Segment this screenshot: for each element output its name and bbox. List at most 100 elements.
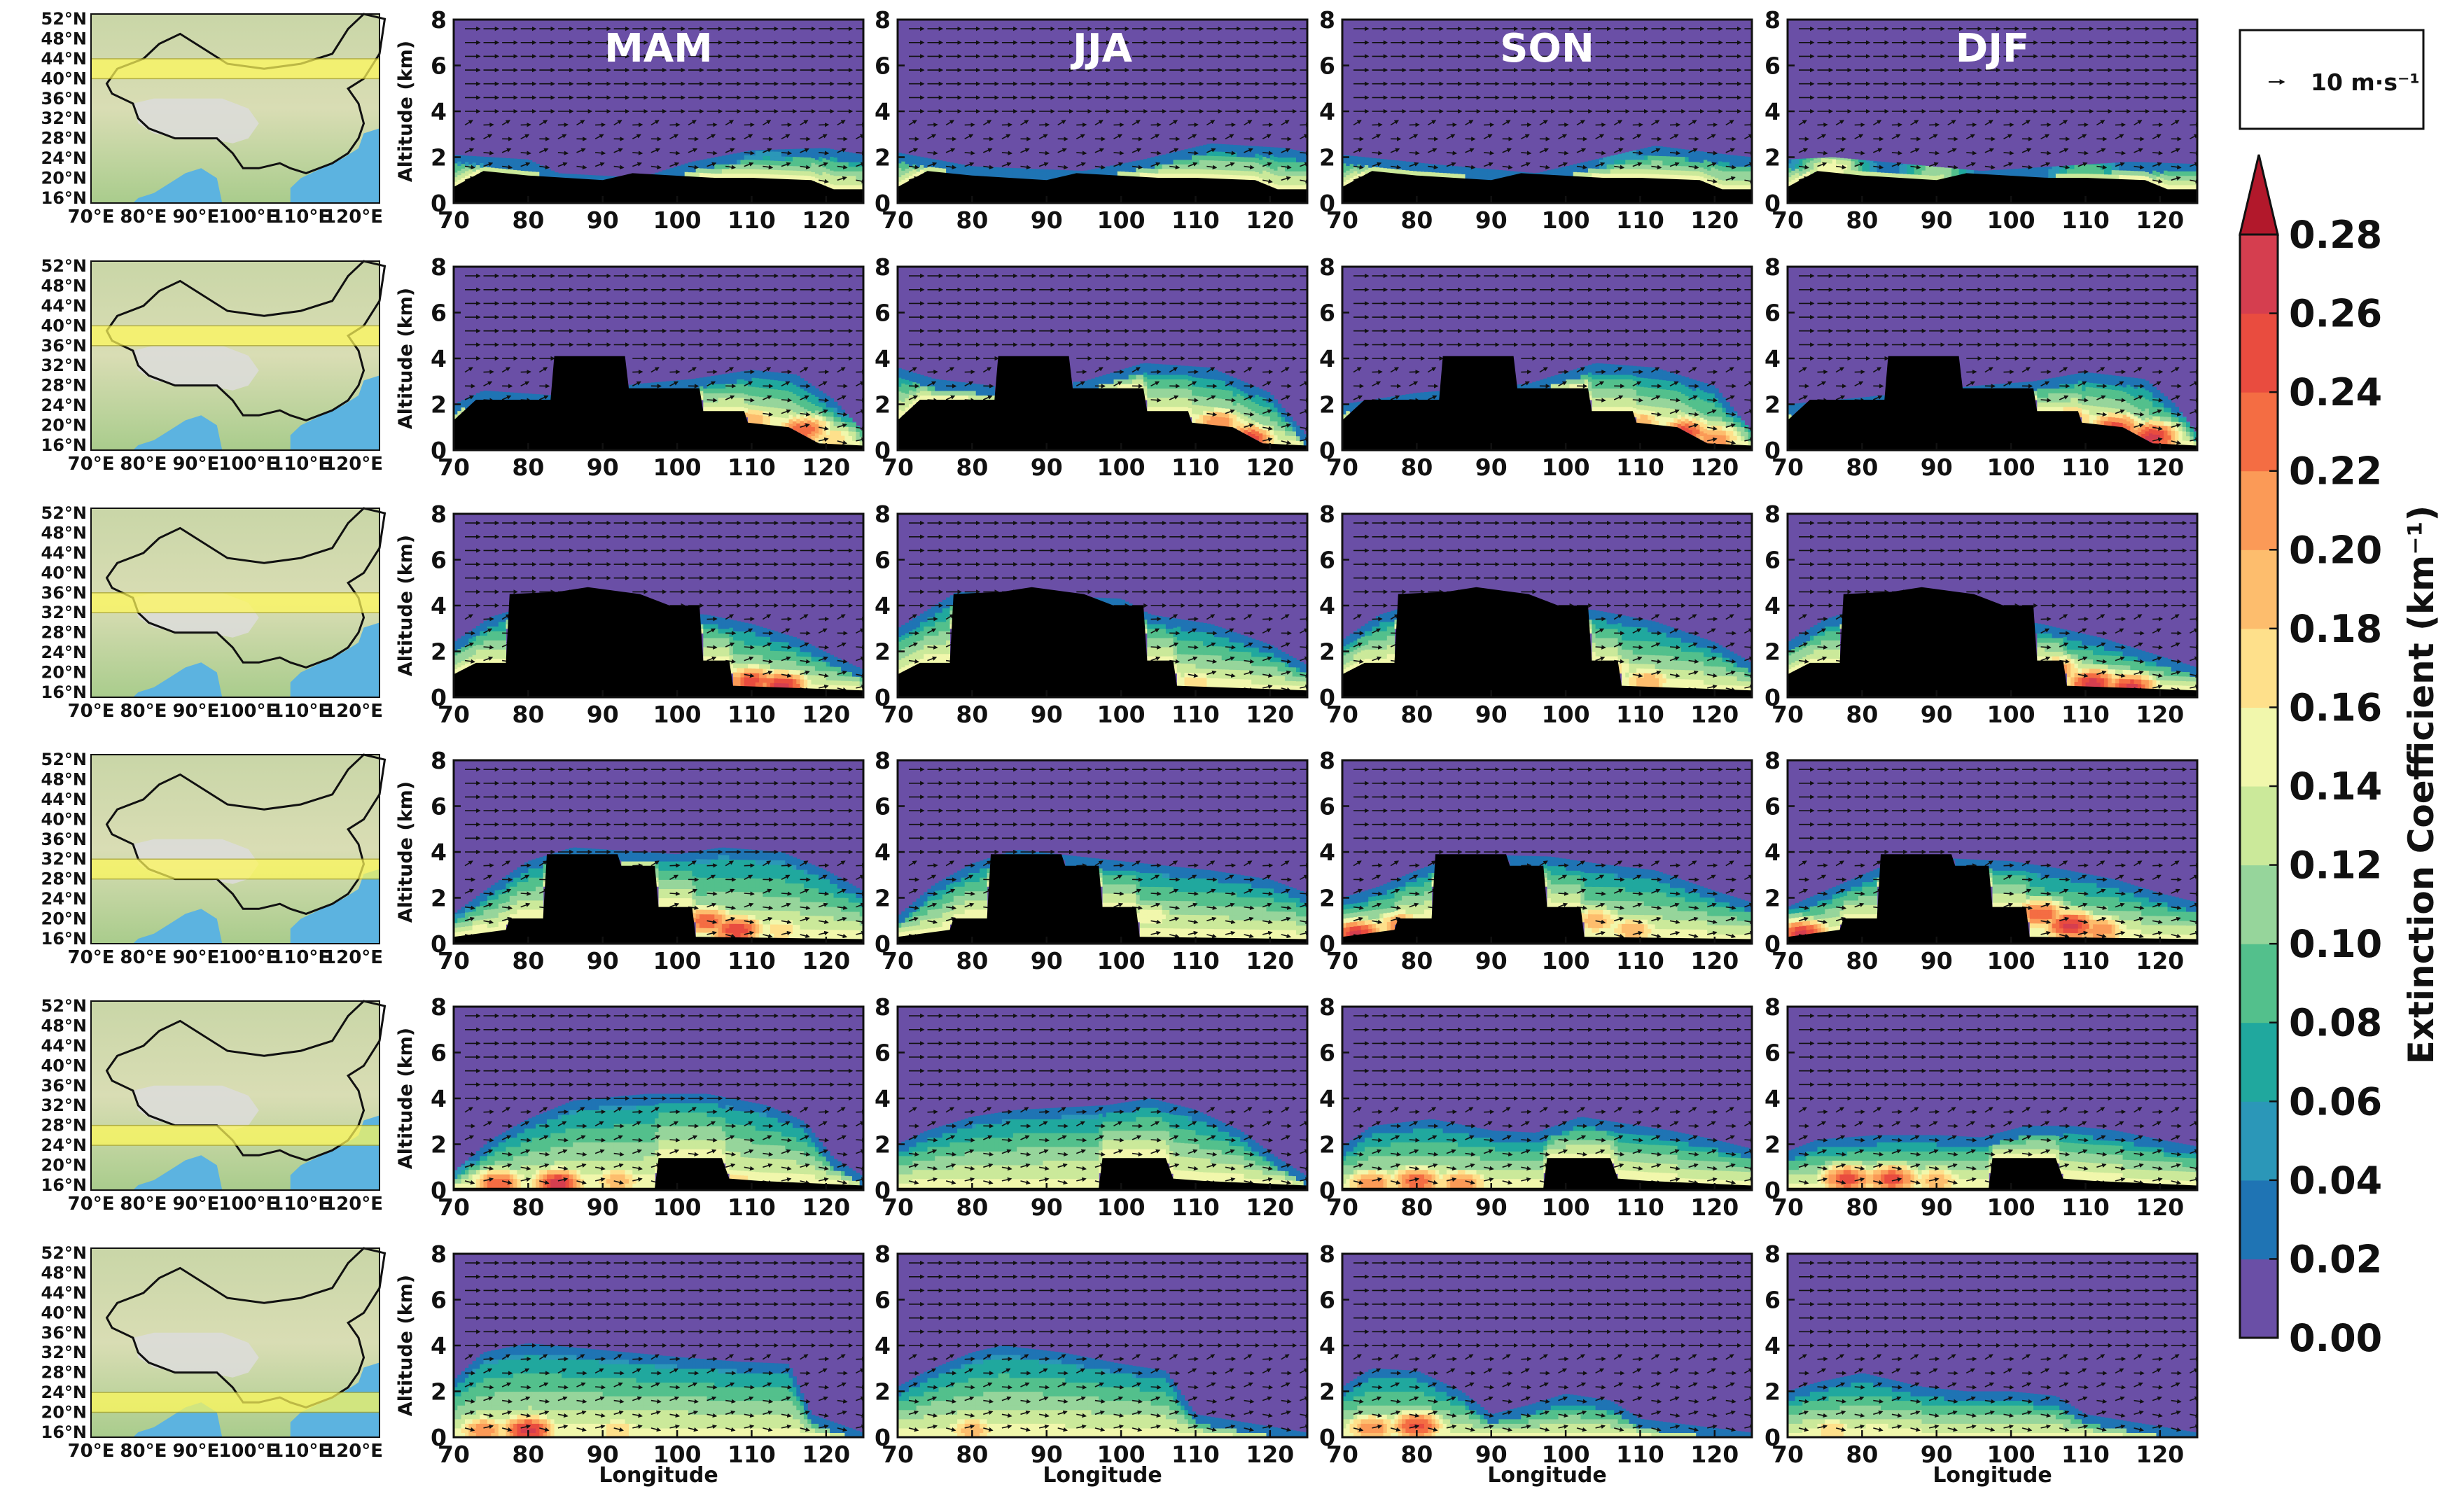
extinction-cell	[1277, 426, 1282, 431]
season-title: DJF	[1956, 26, 2030, 71]
map-lat-tick-label: 20°N	[41, 415, 87, 435]
extinction-cell	[1232, 165, 1237, 171]
extinction-cell	[524, 166, 529, 172]
extinction-cell	[1677, 148, 1682, 153]
map-lat-tick-label: 32°N	[41, 356, 87, 375]
extinction-cell	[1237, 403, 1241, 408]
map-lon-tick-label: 90°E	[172, 1194, 219, 1215]
extinction-cell	[800, 393, 805, 398]
extinction-cell	[942, 386, 947, 391]
extinction-cell	[1195, 173, 1200, 179]
extinction-cell	[931, 390, 935, 396]
extinction-cell	[826, 416, 830, 421]
extinction-cell	[1888, 163, 1893, 169]
extinction-cell	[2026, 172, 2031, 177]
extinction-cell	[2137, 175, 2142, 181]
extinction-cell	[905, 403, 910, 408]
extinction-cell	[1203, 382, 1207, 388]
extinction-cell	[2018, 168, 2023, 172]
extinction-cell	[814, 424, 819, 429]
map-lat-tick-label: 52°N	[41, 503, 87, 523]
extinction-cell	[1192, 418, 1196, 424]
extinction-cell	[848, 440, 853, 445]
extinction-cell	[1169, 173, 1174, 179]
extinction-cell	[483, 391, 488, 396]
extinction-cell	[725, 159, 730, 165]
extinction-cell	[826, 148, 830, 151]
extinction-cell	[2186, 171, 2190, 176]
map-lon-tick-label: 90°E	[172, 1441, 219, 1462]
extinction-cell	[1584, 374, 1589, 380]
extinction-cell	[1195, 372, 1200, 378]
extinction-cell	[1292, 180, 1297, 186]
extinction-cell	[1711, 158, 1715, 163]
extinction-cell	[1729, 171, 1734, 176]
extinction-cell	[788, 382, 793, 388]
extinction-cell	[1155, 374, 1159, 379]
extinction-cell	[1251, 388, 1256, 393]
extinction-cell	[1195, 155, 1200, 160]
extinction-cell	[2070, 165, 2075, 169]
extinction-cell	[1480, 168, 1484, 171]
extinction-cell	[1203, 373, 1207, 379]
extinction-cell	[755, 419, 760, 424]
extinction-cell	[1357, 160, 1362, 165]
extinction-cell	[1288, 171, 1293, 176]
extinction-cell	[1862, 162, 1867, 167]
extinction-cell	[725, 393, 730, 398]
extinction-cell	[1688, 170, 1693, 176]
extinction-cell	[1595, 365, 1600, 370]
extinction-cell	[1269, 395, 1274, 398]
extinction-cell	[1285, 152, 1289, 158]
extinction-cell	[1288, 162, 1293, 167]
extinction-cell	[2059, 168, 2064, 174]
extinction-cell	[826, 407, 830, 412]
extinction-cell	[1413, 170, 1417, 176]
extinction-cell	[1992, 170, 1997, 171]
extinction-cell	[1651, 160, 1656, 165]
extinction-cell	[1269, 416, 1274, 421]
extinction-cell	[751, 169, 756, 174]
extinction-cell	[509, 160, 514, 165]
extinction-cell	[491, 167, 496, 173]
extinction-cell	[1285, 171, 1289, 176]
extinction-cell	[856, 171, 861, 176]
extinction-cell	[662, 170, 667, 171]
extinction-cell	[1966, 169, 1971, 174]
map-lon-tick-label: 90°E	[172, 207, 219, 228]
extinction-cell	[1258, 150, 1263, 155]
extinction-cell	[1791, 170, 1796, 176]
extinction-cell	[1592, 393, 1596, 398]
extinction-cell	[1262, 147, 1267, 153]
extinction-cell	[763, 388, 767, 393]
extinction-cell	[961, 390, 966, 396]
extinction-cell	[1274, 179, 1278, 185]
extinction-cell	[1199, 373, 1204, 379]
extinction-cell	[1210, 370, 1215, 375]
extinction-cell	[1281, 431, 1286, 436]
extinction-cell	[1162, 384, 1167, 389]
extinction-cell	[1247, 399, 1252, 405]
extinction-cell	[1899, 173, 1904, 179]
extinction-cell	[793, 379, 797, 385]
extinction-cell	[2127, 162, 2131, 167]
map-lat-tick-label: 40°N	[41, 563, 87, 582]
extinction-cell	[1288, 426, 1293, 432]
map-lat-tick-label: 16°N	[41, 188, 87, 208]
extinction-cell	[1696, 157, 1701, 162]
extinction-cell	[1229, 165, 1234, 171]
map-lon-tick-label: 90°E	[172, 454, 219, 475]
extinction-cell	[811, 421, 816, 427]
extinction-cell	[1258, 419, 1263, 425]
extinction-cell	[759, 419, 763, 425]
extinction-cell	[1791, 159, 1796, 162]
extinction-cell	[1139, 374, 1144, 380]
extinction-cell	[1696, 171, 1701, 176]
extinction-cell	[1473, 174, 1477, 180]
extinction-cell	[819, 156, 823, 162]
extinction-cell	[483, 157, 488, 158]
extinction-cell	[800, 379, 805, 384]
map-lat-tick-label: 48°N	[41, 524, 87, 543]
extinction-cell	[669, 171, 674, 176]
extinction-cell	[475, 395, 480, 400]
